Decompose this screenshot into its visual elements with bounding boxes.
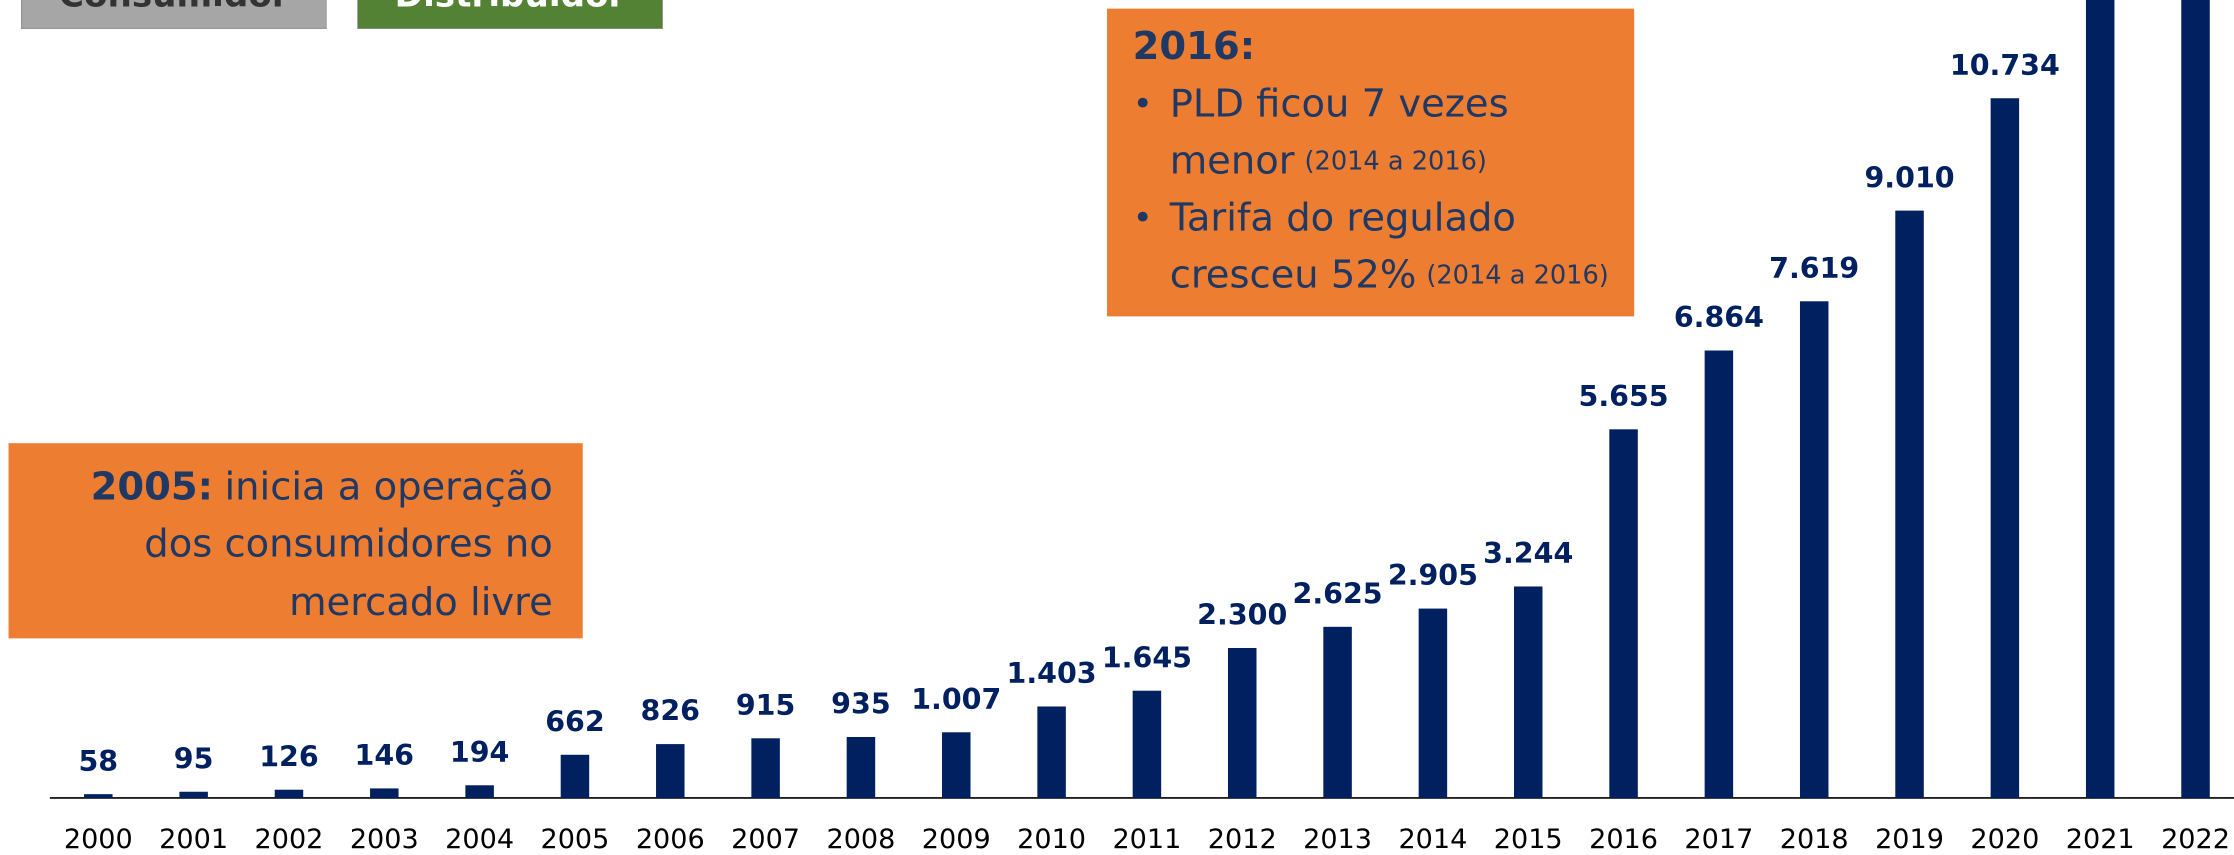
x-tick-label: 2003 [350,824,419,855]
value-label: 915 [736,689,795,722]
bar [1990,98,2020,798]
value-label: 7.619 [1769,252,1859,285]
bar [1418,608,1448,798]
x-tick-label: 2018 [1780,824,1849,855]
annotation-text: mercado livre [289,580,553,625]
x-tick-label: 2006 [636,824,705,855]
value-label: 6.864 [1674,301,1764,334]
bar [1132,690,1162,798]
x-tick-label: 2002 [255,824,324,855]
bullet: • [1133,198,1153,238]
annotation-box [1107,8,1635,317]
button-label: Distribuidor [395,0,626,16]
x-tick-label: 2015 [1494,824,1563,855]
value-label: 1.645 [1102,641,1192,674]
x-tick-label: 2001 [159,824,228,855]
value-label: 3.244 [1483,537,1573,570]
bar [179,791,208,798]
annotation-line: dos consumidores no [144,521,553,566]
value-label: 95 [174,742,214,775]
x-tick-label: 2012 [1208,824,1277,855]
x-tick-label: 2000 [64,824,133,855]
button [357,0,663,29]
annotation-text: dos consumidores no [144,521,553,566]
annotation-box [8,443,583,639]
annotation-text: 2005: inicia a operação [91,464,553,509]
annotation-text: Tarifa do regulado [1169,195,1516,240]
value-label: 826 [641,695,700,728]
bar [751,738,780,798]
bar [1323,626,1352,798]
value-label: 2.300 [1197,599,1287,632]
x-tick-label: 2021 [2066,824,2135,855]
x-tick-label: 2009 [922,824,991,855]
value-label: 146 [355,739,414,772]
x-tick-label: 2004 [445,824,514,855]
annotation-line: inicia a operação [224,464,552,509]
value-label: 10.734 [1950,49,2060,82]
x-tick-label: 2007 [731,824,800,855]
bar [1513,586,1543,798]
bar [560,754,590,798]
x-tick-label: 2014 [1398,824,1467,855]
x-tick-label: 2016 [1589,824,1658,855]
value-label: 935 [831,688,890,721]
button [21,0,327,29]
bar [1037,706,1066,798]
value-label: 194 [450,736,509,769]
annotation-title: 2005: [91,464,213,509]
x-tick-label: 2010 [1017,824,1086,855]
x-tick-label: 2013 [1303,824,1372,855]
value-label: 2.625 [1293,577,1383,610]
bar [1895,210,1924,798]
bar [1228,648,1257,798]
button-label: Consumidor [59,0,289,16]
x-tick-label: 2008 [826,824,895,855]
value-label: 2.905 [1388,559,1478,592]
x-tick-label: 2005 [541,824,610,855]
bar [84,794,113,798]
x-tick-label: 2019 [1875,824,1944,855]
annotation-note: (2014 a 2016) [1305,146,1487,176]
bar [846,736,876,798]
bar [274,789,304,798]
bar [2181,0,2210,798]
value-label: 58 [78,745,118,778]
annotation-text: menor [1170,138,1295,183]
annotation-text: cresceu 52% [1170,252,1417,297]
bar [942,732,971,798]
bullet: • [1133,84,1153,124]
x-tick-label: 2022 [2161,824,2230,855]
x-tick-label: 2020 [1970,824,2039,855]
bar [1609,429,1638,798]
value-label: 1.007 [911,683,1001,716]
value-label: 662 [545,705,604,738]
annotation-line: cresceu 52% (2014 a 2016) [1170,252,1609,297]
bar [1799,301,1829,798]
annotation-line: PLD ficou 7 vezes [1170,81,1509,126]
x-tick-label: 2017 [1684,824,1753,855]
bar [2085,0,2115,798]
value-label: 126 [259,740,318,773]
x-tick-label: 2011 [1112,824,1181,855]
annotation-line: mercado livre [289,580,553,625]
bar [370,788,399,798]
annotation-line: menor (2014 a 2016) [1170,138,1487,183]
annotation-line: Tarifa do regulado [1169,195,1516,240]
value-label: 9.010 [1864,161,1954,194]
bar [656,744,685,798]
bar [1704,350,1734,798]
value-label: 1.403 [1007,657,1097,690]
annotation-note: (2014 a 2016) [1426,260,1608,290]
annotation-text: PLD ficou 7 vezes [1170,81,1509,126]
bar [465,785,494,798]
annotation-title: 2016: [1133,24,1255,69]
value-label: 5.655 [1579,380,1669,413]
